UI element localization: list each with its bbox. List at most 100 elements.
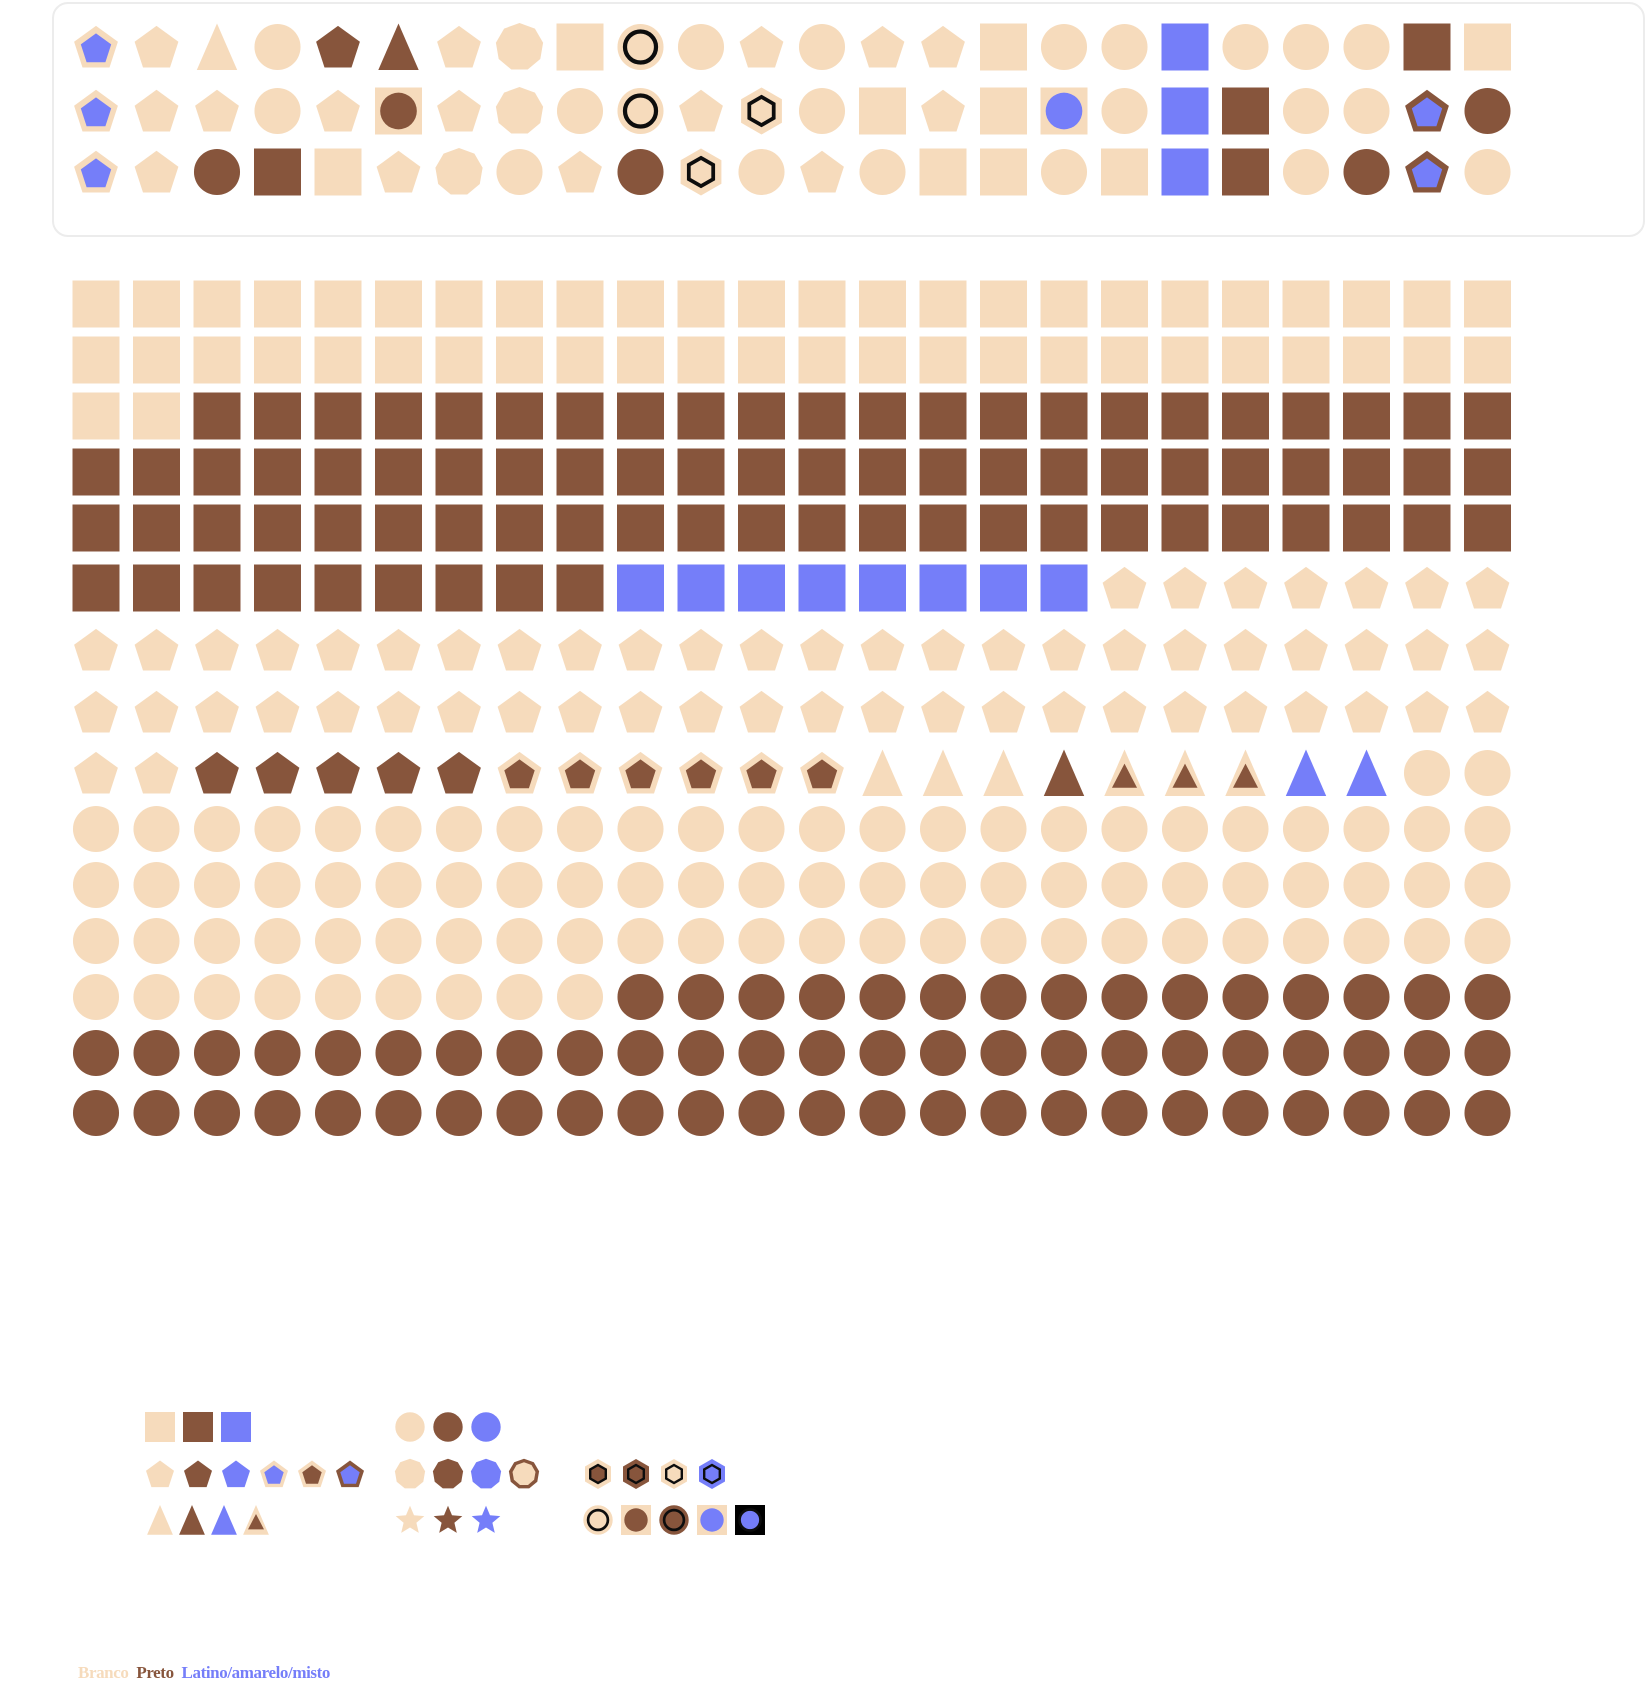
symbol-circ-p [254,1089,301,1137]
symbol-sq-p [375,564,422,612]
symbol-circ-b [1282,23,1330,71]
symbol-circ-p [375,1089,422,1137]
symbol-pent-b [1284,628,1328,671]
symbol-sq-p [314,392,362,440]
symbol-pent-b [1284,690,1328,733]
symbol-sq-p [1161,392,1209,440]
symbol-pent-b [497,690,542,733]
symbol-circ-b [1222,23,1269,71]
symbol-circ-b [435,805,483,853]
symbol-sq-m [980,564,1027,612]
symbol-pent-b [1102,628,1147,671]
symbol-pent-b [679,690,723,733]
symbol-pent-b [195,690,239,733]
symbol-sq-p [1464,504,1511,552]
symbol-circ-ring-p [659,1505,689,1535]
symbol-pent-b [800,690,844,733]
symbol-pent-b [1163,690,1207,733]
symbol-circ-b [1101,861,1148,909]
symbol-tri-b [922,749,964,797]
symbol-tri-b [147,1505,173,1535]
symbol-circ-p [1101,973,1148,1021]
symbol-sq-p [859,448,906,496]
symbol-sq-p [496,564,543,612]
symbol-pent-pb [497,751,542,794]
symbol-sq-b [980,336,1027,384]
symbol-circ-b [1161,861,1209,909]
symbol-sq-p [193,392,241,440]
symbol-circ-p [738,1029,785,1077]
symbol-circ-b [395,1412,425,1442]
symbol-sq-p [1403,504,1451,552]
symbol-pent-b [921,628,965,671]
symbol-sq-p [556,392,604,440]
symbol-sq-b [859,336,906,384]
symbol-circ-b [980,861,1027,909]
symbol-tri-pb [243,1505,269,1535]
symbol-sq-m [221,1412,251,1442]
symbol-sq-p [435,448,483,496]
symbol-sq-b [1282,336,1330,384]
symbol-sq-p [738,448,785,496]
symbol-circ-p [193,148,241,196]
symbol-sq-p [1282,448,1330,496]
symbol-circ-p [738,1089,785,1137]
symbol-circ-b [133,805,180,853]
symbol-pent-b [1344,566,1389,609]
symbol-circ-ring-b [583,1505,613,1535]
symbol-sq-p [738,504,785,552]
symbol-circ-p [375,1029,422,1077]
symbol-pent-b [146,1460,174,1488]
symbol-sq-p [314,504,362,552]
symbol-pent-b [1405,566,1449,609]
symbol-circ-b [980,917,1027,965]
symbol-circ-b [1040,23,1088,71]
symbol-sq-b [254,336,301,384]
symbol-pent-b [1405,690,1449,733]
symbol-sq-p [1161,448,1209,496]
symbol-pent-b [134,751,179,794]
symbol-sq-b [738,336,785,384]
symbol-circ-b [1343,805,1390,853]
symbol-sq-p [72,564,120,612]
symbol-hept-b [435,148,483,195]
symbol-circ-b [1282,861,1330,909]
symbol-circ-b [193,861,241,909]
symbol-sq-p [1161,504,1209,552]
symbol-sq-p [254,504,301,552]
symbol-circ-p [1040,1029,1088,1077]
symbol-circ-b [193,973,241,1021]
symbol-pent-b [1465,566,1510,609]
symbol-circ-b [375,917,422,965]
symbol-circ-sq-pb [621,1505,651,1535]
symbol-sq-b [859,280,906,328]
symbol-circ-p [133,1089,180,1137]
highlight-panel [52,2,1645,237]
symbol-circ-p [1464,973,1511,1021]
symbol-sq-p [193,448,241,496]
symbol-circ-p [677,1089,725,1137]
symbol-sq-p [1403,392,1451,440]
symbol-sq-p [435,392,483,440]
symbol-sq-p [314,564,362,612]
symbol-sq-p [859,504,906,552]
symbol-sq-p [617,448,664,496]
symbol-circ-p [1464,87,1511,135]
symbol-hept-b [495,23,544,70]
symbol-circ-b [617,805,664,853]
symbol-pent-b [316,690,360,733]
symbol-pent-b [860,628,905,671]
symbol-circ-b [254,23,301,71]
symbol-pent-b [134,690,179,733]
symbol-pent-pb [558,751,602,794]
symbol-pent-b [1042,690,1086,733]
symbol-pent-b [618,628,663,671]
symbol-sq-b [1161,280,1209,328]
symbol-circ-b [72,805,120,853]
symbol-circ-p [314,1029,362,1077]
symbol-sq-b [496,336,543,384]
symbol-sq-p [980,504,1027,552]
symbol-sq-p [617,392,664,440]
symbol-sq-m [1161,23,1209,71]
symbol-sq-b [677,336,725,384]
